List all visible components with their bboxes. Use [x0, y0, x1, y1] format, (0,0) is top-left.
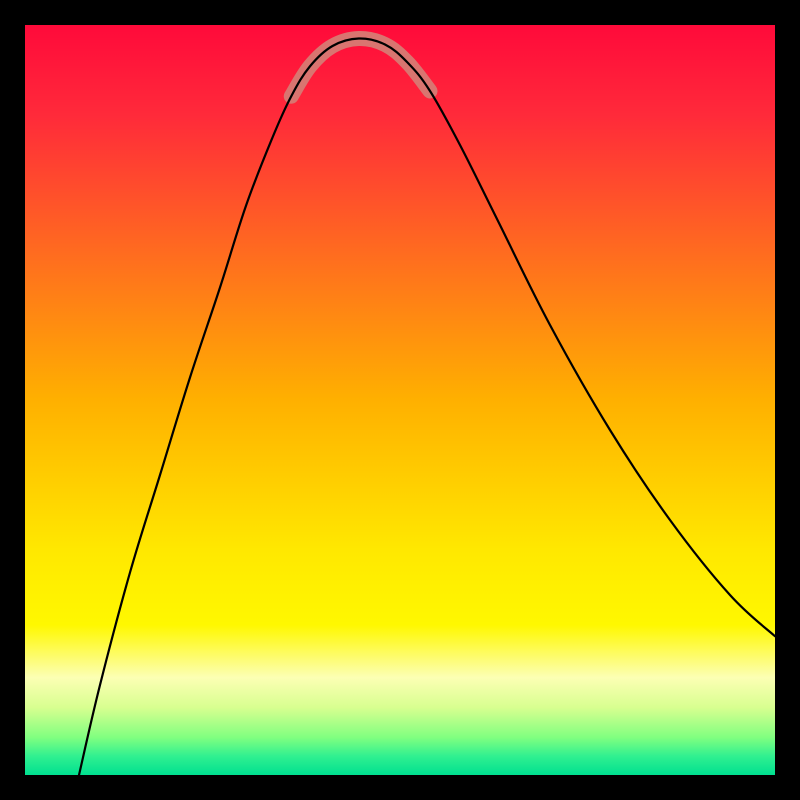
chart-frame: TheBottleneck.com [0, 0, 800, 800]
bottleneck-curve-chart [0, 0, 800, 800]
gradient-plot-area [25, 25, 775, 775]
